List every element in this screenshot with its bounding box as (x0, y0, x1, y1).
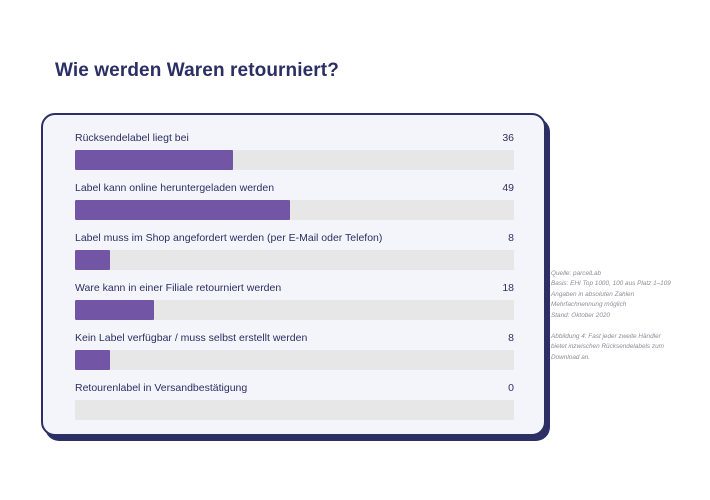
bar-fill (75, 200, 291, 220)
chart-card: Rücksendelabel liegt bei 36 Label kann onl… (41, 113, 550, 441)
bar-row: Rücksendelabel liegt bei 36 (75, 132, 514, 170)
side-notes: Quelle: parcelLab Basis: EHI Top 1000, 10… (551, 269, 697, 363)
bar-row-header: Retourenlabel in Versandbestätigung 0 (75, 382, 514, 394)
bar-row-value: 8 (508, 232, 514, 244)
card-surface: Rücksendelabel liegt bei 36 Label kann onl… (41, 113, 546, 436)
caption-note-line: Download an. (551, 353, 591, 361)
bar-row-header: Label muss im Shop angefordert werden (p… (75, 232, 514, 244)
bar-row-header: Kein Label verfügbar / muss selbst erste… (75, 332, 514, 344)
source-note-line: Basis: EHI Top 1000, 100 aus Platz 1–109 (551, 280, 671, 288)
bar-row-label: Label muss im Shop angefordert werden (p… (75, 232, 383, 244)
source-note: Quelle: parcelLab Basis: EHI Top 1000, 10… (551, 269, 697, 321)
bar-track (75, 200, 514, 220)
bar-row: Kein Label verfügbar / muss selbst erste… (75, 332, 514, 370)
bar-track (75, 400, 514, 420)
bar-track (75, 250, 514, 270)
page-title: Wie werden Waren retourniert? (55, 60, 339, 81)
bar-track (75, 150, 514, 170)
caption-note: Abbildung 4: Fast jeder zweite Händler bi… (551, 332, 697, 363)
bar-row-label: Retourenlabel in Versandbestätigung (75, 382, 248, 394)
bar-row-header: Rücksendelabel liegt bei 36 (75, 132, 514, 144)
bar-track (75, 300, 514, 320)
bar-row-label: Label kann online heruntergeladen werden (75, 182, 275, 194)
bar-row-header: Ware kann in einer Filiale retourniert w… (75, 282, 514, 294)
bar-row-value: 49 (502, 182, 514, 194)
bar-row-value: 0 (508, 382, 514, 394)
bar-fill (75, 300, 155, 320)
bar-track (75, 350, 514, 370)
bar-row-header: Label kann online heruntergeladen werden… (75, 182, 514, 194)
bar-row-label: Kein Label verfügbar / muss selbst erste… (75, 332, 308, 344)
bar-chart: Rücksendelabel liegt bei 36 Label kann onl… (75, 132, 514, 420)
source-note-line: Stand: Oktober 2020 (551, 311, 610, 319)
bar-fill (75, 350, 111, 370)
bar-row: Label kann online heruntergeladen werden… (75, 182, 514, 220)
bar-row: Ware kann in einer Filiale retourniert w… (75, 282, 514, 320)
source-note-line: Angaben in absoluten Zahlen (551, 290, 635, 298)
bar-row-value: 8 (508, 332, 514, 344)
source-note-line: Quelle: parcelLab (551, 270, 602, 277)
source-note-line: Mehrfachnennung möglich (551, 301, 627, 309)
bar-fill (75, 250, 111, 270)
bar-row-value: 18 (502, 282, 514, 294)
caption-note-line: bietet inzwischen Rücksendelabels zum (551, 343, 664, 351)
bar-row-label: Rücksendelabel liegt bei (75, 132, 189, 144)
bar-row-value: 36 (502, 132, 514, 144)
bar-row: Label muss im Shop angefordert werden (p… (75, 232, 514, 270)
bar-row: Retourenlabel in Versandbestätigung 0 (75, 382, 514, 420)
bar-row-label: Ware kann in einer Filiale retourniert w… (75, 282, 282, 294)
bar-fill (75, 150, 234, 170)
caption-note-line: Abbildung 4: Fast jeder zweite Händler (551, 332, 661, 340)
